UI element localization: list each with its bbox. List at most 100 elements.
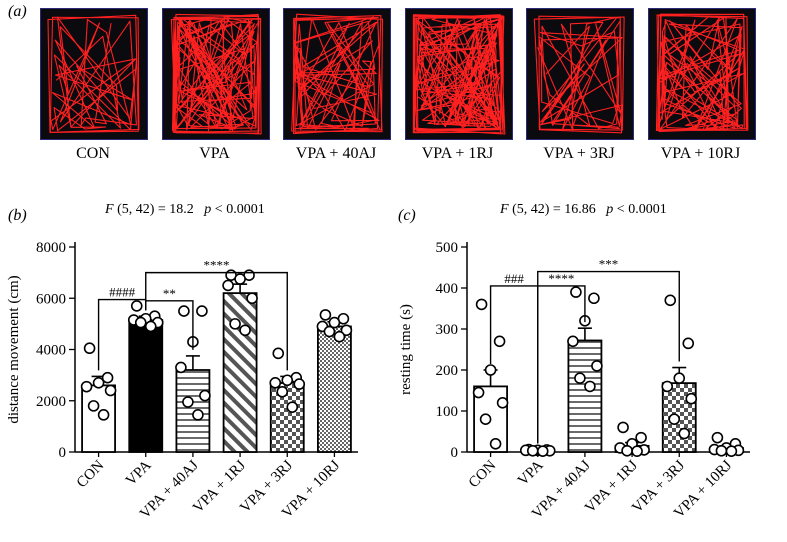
panel-c-p-value: < 0.0001 (616, 202, 667, 217)
data-point (711, 431, 724, 444)
data-point (178, 305, 190, 317)
data-point (668, 413, 681, 425)
significance-label: ### (504, 271, 524, 286)
track-group-label: VPA + 3RJ (543, 145, 615, 162)
track-box (526, 8, 634, 140)
panel-c-f-label: F (500, 202, 509, 217)
track-group-label: VPA + 40AJ (295, 145, 377, 162)
y-tick-label: 2000 (36, 394, 66, 410)
data-point (661, 380, 674, 393)
panel-b-f-label: F (105, 202, 114, 217)
data-point (496, 397, 509, 409)
bar (317, 325, 352, 453)
data-point (479, 413, 492, 425)
panel-b-f-value: (5, 42) = 18.2 (117, 202, 194, 217)
data-point (591, 360, 603, 372)
data-point (574, 372, 586, 384)
data-point (192, 409, 204, 421)
x-tick-label: VPA (123, 457, 155, 489)
data-point (715, 444, 728, 457)
y-axis-label: resting time (s) (398, 304, 414, 395)
data-point (222, 279, 234, 292)
significance-bracket (537, 270, 680, 444)
track-path-icon (655, 13, 748, 132)
track-box (40, 8, 148, 140)
track-path-icon (412, 14, 505, 135)
data-point (526, 444, 539, 457)
data-point (333, 330, 346, 343)
data-point (682, 337, 695, 350)
data-point (234, 273, 246, 285)
data-point (83, 342, 96, 355)
data-point (340, 324, 353, 337)
data-point (182, 396, 194, 408)
track-box (161, 8, 270, 140)
track-path-icon (170, 13, 262, 135)
track-group-label: VPA (199, 145, 230, 162)
track-group-label: CON (76, 145, 110, 162)
y-tick-label: 200 (436, 363, 459, 379)
significance-bracket (145, 271, 288, 371)
data-point (286, 401, 299, 413)
data-point (685, 392, 698, 405)
panel-b-label: (b) (8, 207, 27, 224)
y-axis-label: distance movement (cm) (6, 275, 22, 423)
data-point (104, 384, 117, 397)
panel-c-stats: F (5, 42) = 16.86 p < 0.0001 (500, 202, 667, 218)
data-point (484, 364, 497, 376)
significance-label: **** (548, 271, 574, 286)
data-point (130, 300, 143, 312)
data-point (489, 438, 502, 450)
data-point (196, 305, 208, 317)
y-tick-label: 0 (59, 445, 67, 461)
bar (175, 369, 211, 453)
y-tick-label: 4000 (36, 343, 66, 359)
data-point (319, 309, 332, 321)
data-point (584, 380, 596, 393)
track-path-icon (47, 14, 140, 134)
data-point (536, 445, 549, 457)
bar (567, 339, 603, 453)
track-box (647, 8, 756, 140)
significance-label: #### (109, 285, 136, 300)
y-tick-label: 0 (451, 445, 459, 461)
data-point (276, 385, 289, 398)
x-tick-label: CON (74, 457, 108, 491)
data-point (493, 335, 506, 348)
data-point (328, 316, 341, 329)
panel-b-p-value: < 0.0001 (214, 202, 265, 217)
data-point (175, 361, 187, 374)
track-box (404, 8, 513, 140)
panel-c-f-value: (5, 42) = 16.86 (512, 202, 596, 217)
data-point (80, 380, 93, 393)
significance-label: *** (599, 257, 619, 272)
data-point (725, 445, 738, 457)
data-point (269, 377, 282, 389)
track-group-label: VPA + 10RJ (660, 145, 741, 162)
panel-b-p-label: p (204, 202, 212, 217)
y-tick-label: 8000 (36, 240, 66, 256)
bar (222, 292, 258, 453)
significance-label: ** (163, 286, 176, 301)
data-point (293, 378, 306, 390)
data-point (678, 427, 691, 440)
panel-c-p-label: p (606, 202, 614, 217)
data-point (635, 431, 647, 444)
panel-b-stats: F (5, 42) = 18.2 p < 0.0001 (105, 202, 265, 218)
track-path-icon (533, 15, 625, 134)
data-point (475, 298, 488, 311)
data-point (272, 347, 285, 360)
data-point (97, 409, 110, 421)
data-point (229, 318, 241, 330)
panel-c-label: (c) (398, 207, 416, 224)
data-point (323, 325, 336, 338)
data-point (239, 324, 251, 337)
data-point (134, 316, 147, 329)
x-tick-label: VPA (515, 457, 547, 489)
data-point (570, 286, 582, 298)
y-tick-label: 300 (436, 322, 459, 338)
data-point (281, 374, 294, 387)
bar (128, 319, 164, 453)
data-point (617, 421, 629, 434)
